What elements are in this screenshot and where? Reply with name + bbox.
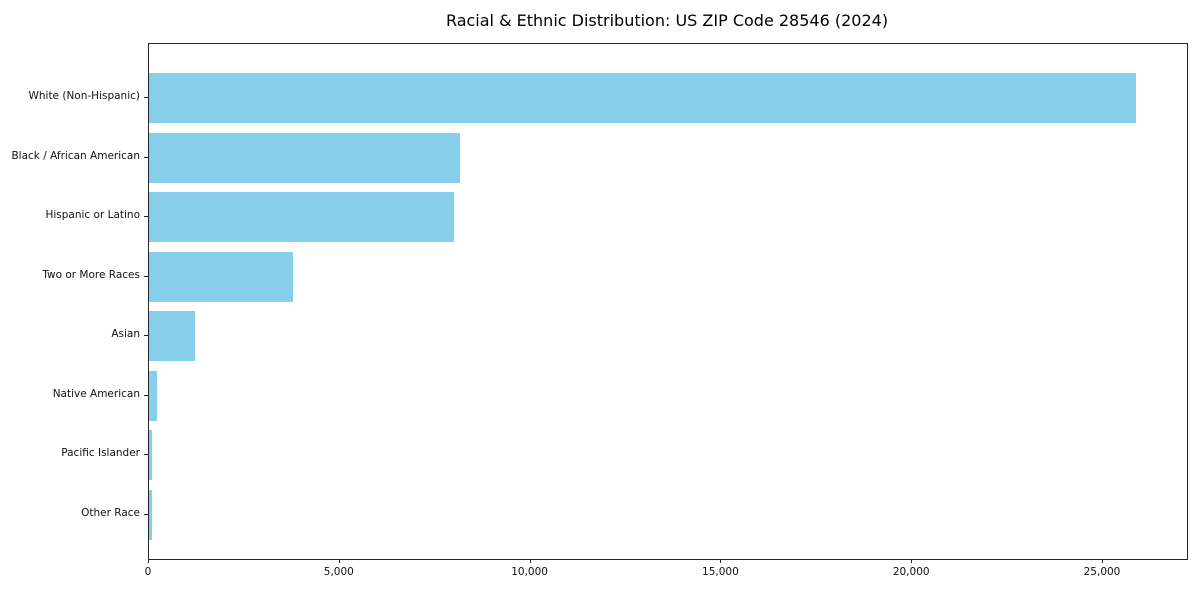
y-tick-mark <box>144 216 148 218</box>
bar-pacific-islander <box>149 430 152 481</box>
bar-white-non-hispanic <box>149 73 1136 123</box>
chart-title: Racial & Ethnic Distribution: US ZIP Cod… <box>445 11 889 30</box>
y-tick-mark <box>144 97 148 98</box>
y-tick-label-black-african-american: Black / African American <box>11 149 140 162</box>
y-tick-label-native-american: Native American <box>52 387 140 400</box>
x-tick-mark <box>529 559 531 563</box>
y-tick-mark <box>144 454 148 456</box>
x-tick-label-5000: 5,000 <box>323 566 354 578</box>
x-tick-label-0: 0 <box>144 566 152 578</box>
y-tick-mark <box>144 394 148 396</box>
y-tick-mark <box>144 335 148 337</box>
plot-area <box>148 43 1188 560</box>
x-tick-mark <box>720 559 722 563</box>
x-tick-label-25000: 25,000 <box>1083 566 1121 578</box>
y-tick-mark <box>144 275 148 277</box>
y-tick-label-other-race: Other Race <box>81 506 140 519</box>
y-tick-label-white-non-hispanic: White (Non-Hispanic) <box>28 90 140 102</box>
bar-native-american <box>149 370 157 421</box>
bar-hispanic-or-latino <box>149 192 454 243</box>
y-tick-label-pacific-islander: Pacific Islander <box>61 447 140 460</box>
y-tick-mark <box>144 156 148 158</box>
x-tick-mark <box>148 559 149 563</box>
x-tick-mark <box>911 559 913 563</box>
y-tick-label-hispanic-or-latino: Hispanic or Latino <box>45 209 140 222</box>
bar-other-race <box>149 489 153 540</box>
bar-black-african-american <box>149 132 460 183</box>
x-tick-label-20000: 20,000 <box>892 566 930 578</box>
bar-two-or-more-races <box>149 251 293 302</box>
x-tick-label-15000: 15,000 <box>702 566 739 578</box>
y-tick-label-two-or-more-races: Two or More Races <box>42 268 140 281</box>
bar-asian <box>149 311 195 362</box>
x-tick-label-10000: 10,000 <box>511 566 548 578</box>
x-tick-mark <box>1102 559 1103 563</box>
y-tick-mark <box>144 513 148 515</box>
x-tick-mark <box>338 559 340 563</box>
y-tick-label-asian: Asian <box>111 328 140 341</box>
